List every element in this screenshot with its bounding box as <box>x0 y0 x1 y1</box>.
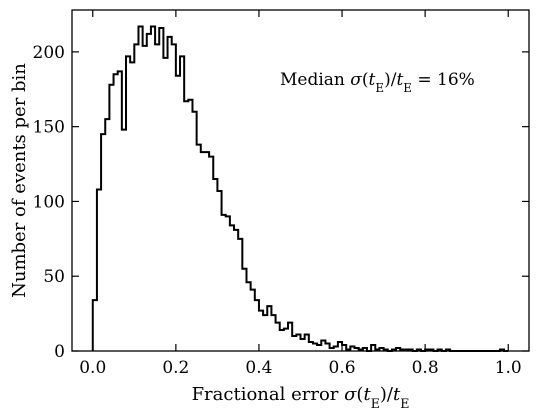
x-tick-label: 1.0 <box>495 358 522 378</box>
y-tick-label: 0 <box>54 342 65 362</box>
x-tick-label: 0.6 <box>329 358 356 378</box>
median-annotation: Median σ(tE)/tE = 16% <box>280 70 475 95</box>
histogram-series <box>91 25 509 352</box>
x-tick-label: 0.8 <box>412 358 439 378</box>
x-ticks: 0.0 0.2 0.4 0.6 0.8 1.0 <box>79 10 522 378</box>
x-tick-label: 0.2 <box>162 358 189 378</box>
y-tick-label: 200 <box>33 43 65 63</box>
x-tick-label: 0.0 <box>79 358 106 378</box>
y-axis-label: Number of events per bin <box>9 63 30 298</box>
y-tick-label: 150 <box>33 118 65 138</box>
y-tick-label: 50 <box>43 267 65 287</box>
y-tick-label: 100 <box>33 192 65 212</box>
plot-frame <box>71 9 530 352</box>
x-tick-label: 0.4 <box>245 358 272 378</box>
x-axis-label: Fractional error σ(tE)/tE <box>192 384 410 411</box>
y-ticks: 0 50 100 150 200 <box>33 43 529 362</box>
